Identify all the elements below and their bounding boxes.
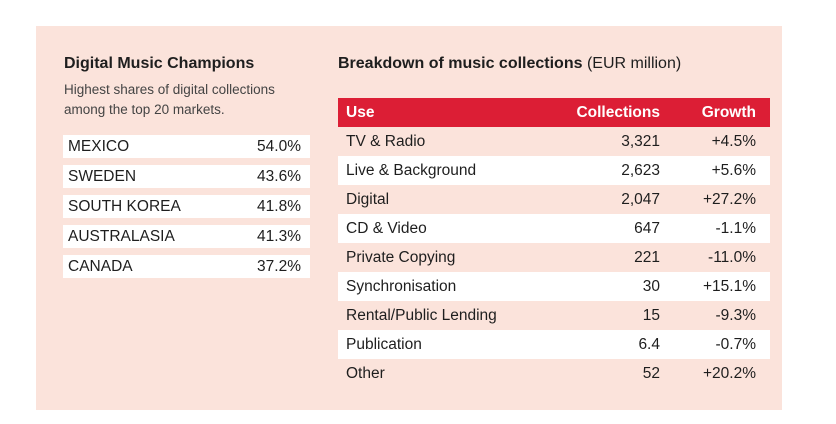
collections-table: Use Collections Growth TV & Radio 3,321 +4…	[338, 98, 770, 388]
table-row: Digital 2,047 +27.2%	[338, 185, 770, 214]
market-name: CANADA	[68, 258, 133, 275]
header-growth: Growth	[701, 104, 756, 121]
header-collections: Collections	[576, 104, 660, 121]
market-row: SWEDEN 43.6%	[63, 165, 310, 188]
growth-cell: -0.7%	[715, 336, 757, 353]
market-row: SOUTH KOREA 41.8%	[63, 195, 310, 218]
use-cell: Other	[346, 365, 385, 382]
table-row: Publication 6.4 -0.7%	[338, 330, 770, 359]
market-row: AUSTRALASIA 41.3%	[63, 225, 310, 248]
use-cell: Publication	[346, 336, 422, 353]
growth-cell: -11.0%	[708, 249, 756, 266]
use-cell: CD & Video	[346, 220, 427, 237]
table-row: Live & Background 2,623 +5.6%	[338, 156, 770, 185]
collections-cell: 647	[634, 220, 660, 237]
use-cell: Live & Background	[346, 162, 477, 179]
collections-cell: 3,321	[621, 133, 660, 150]
table-row: TV & Radio 3,321 +4.5%	[338, 127, 770, 156]
collections-cell: 15	[642, 307, 660, 324]
market-name: SWEDEN	[68, 168, 137, 185]
collections-cell: 6.4	[638, 336, 660, 353]
use-cell: Synchronisation	[346, 278, 457, 295]
growth-cell: +20.2%	[702, 365, 756, 382]
collections-cell: 221	[634, 249, 660, 266]
collections-cell: 30	[642, 278, 660, 295]
market-share: 41.3%	[257, 228, 301, 245]
use-cell: Digital	[346, 191, 390, 208]
champions-subtitle: Highest shares of digital collections am…	[64, 82, 275, 117]
use-cell: Private Copying	[346, 249, 456, 266]
market-share: 43.6%	[257, 168, 301, 185]
table-row: Synchronisation 30 +15.1%	[338, 272, 770, 301]
growth-cell: +27.2%	[702, 191, 756, 208]
table-row: Other 52 +20.2%	[338, 359, 770, 388]
growth-cell: -1.1%	[715, 220, 757, 237]
growth-cell: -9.3%	[715, 307, 757, 324]
collections-cell: 52	[642, 365, 660, 382]
market-share: 41.8%	[257, 198, 301, 215]
breakdown-unit: (EUR million)	[586, 55, 682, 72]
use-cell: TV & Radio	[346, 133, 426, 150]
market-share: 37.2%	[257, 258, 301, 275]
market-row: CANADA 37.2%	[63, 255, 310, 278]
growth-cell: +4.5%	[711, 133, 756, 150]
market-name: SOUTH KOREA	[68, 198, 181, 215]
use-cell: Rental/Public Lending	[346, 307, 497, 324]
table-header: Use Collections Growth	[338, 98, 770, 127]
market-share: 54.0%	[257, 138, 301, 155]
market-name: MEXICO	[68, 138, 130, 155]
table-row: Rental/Public Lending 15 -9.3%	[338, 301, 770, 330]
collections-cell: 2,623	[621, 162, 660, 179]
breakdown-title-main: Breakdown of music collections	[338, 55, 583, 72]
breakdown-title: Breakdown of music collections (EUR mill…	[338, 55, 681, 73]
market-name: AUSTRALASIA	[68, 228, 175, 245]
collections-cell: 2,047	[621, 191, 660, 208]
header-use: Use	[346, 104, 375, 121]
champions-title: Digital Music Champions	[64, 55, 255, 72]
table-row: Private Copying 221 -11.0%	[338, 243, 770, 272]
table-row: CD & Video 647 -1.1%	[338, 214, 770, 243]
growth-cell: +5.6%	[711, 162, 756, 179]
market-row: MEXICO 54.0%	[63, 135, 310, 158]
growth-cell: +15.1%	[702, 278, 756, 295]
